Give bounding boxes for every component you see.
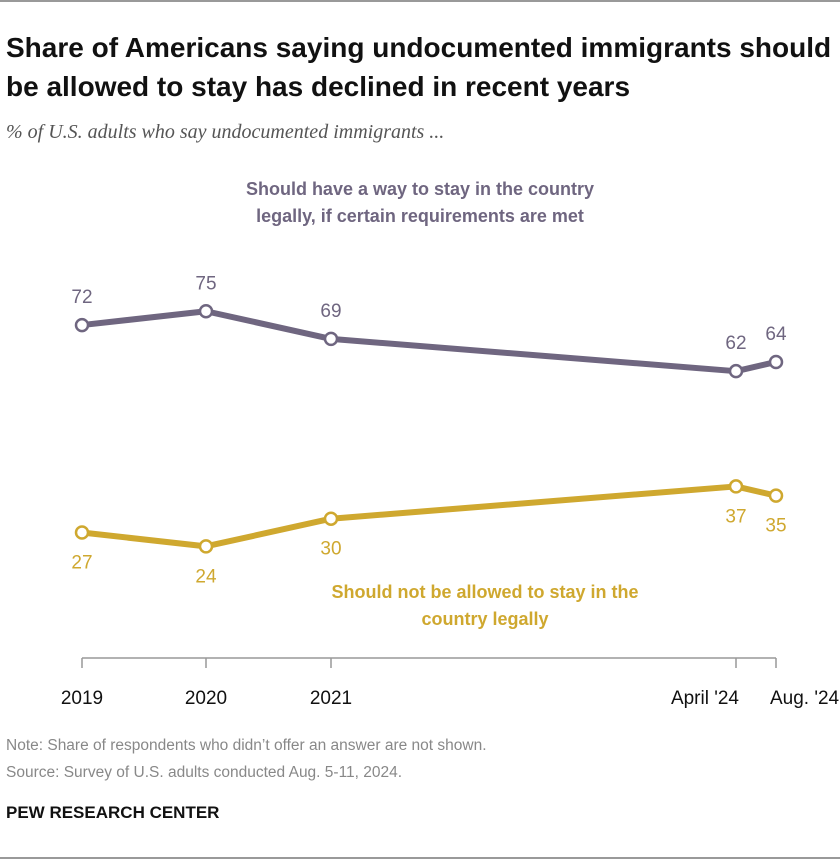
series-label: Should not be allowed to stay in the cou…: [331, 582, 639, 629]
point: [323, 511, 339, 526]
x-tick-label: 2021: [310, 688, 352, 709]
data-label: 62: [725, 333, 746, 354]
point: [728, 363, 744, 379]
point: [323, 331, 339, 347]
source: Source: Survey of U.S. adults conducted …: [6, 764, 403, 781]
data-label: 30: [320, 539, 341, 560]
brand: PEW RESEARCH CENTER: [6, 803, 220, 822]
line: [81, 308, 777, 375]
data-label: 75: [195, 273, 216, 294]
point: [728, 479, 744, 494]
data-label: 27: [71, 553, 92, 574]
line: [81, 483, 777, 550]
data-label: 35: [765, 516, 786, 537]
chart: 2019 2020 2021 April '24 Aug. '24 72 75 69 62 64 2…: [61, 273, 840, 709]
point: [768, 354, 784, 370]
x-tick-label: 2020: [185, 688, 227, 709]
x-tick-label: Aug. '24: [770, 688, 840, 709]
note: Note: Share of respondents who didn’t of…: [6, 737, 487, 754]
x-tick-label: 2019: [61, 688, 103, 709]
data-label: 69: [320, 301, 341, 322]
point: [198, 304, 214, 319]
bottom-rule: [0, 857, 840, 859]
point: [74, 317, 90, 333]
top-rule: [0, 0, 840, 2]
data-label: 24: [195, 566, 217, 587]
data-label: 72: [71, 287, 92, 308]
point: [74, 525, 90, 540]
data-label: 37: [725, 506, 746, 527]
title: Share of Americans saying undocumented i…: [6, 32, 832, 102]
series-label: Should have a way to stay in the country…: [245, 179, 595, 226]
point: [198, 539, 214, 554]
point: [768, 488, 784, 503]
x-tick-label: April '24: [671, 688, 739, 709]
data-label: 64: [765, 324, 787, 345]
subtitle: % of U.S. adults who say undocumented im…: [6, 121, 445, 143]
